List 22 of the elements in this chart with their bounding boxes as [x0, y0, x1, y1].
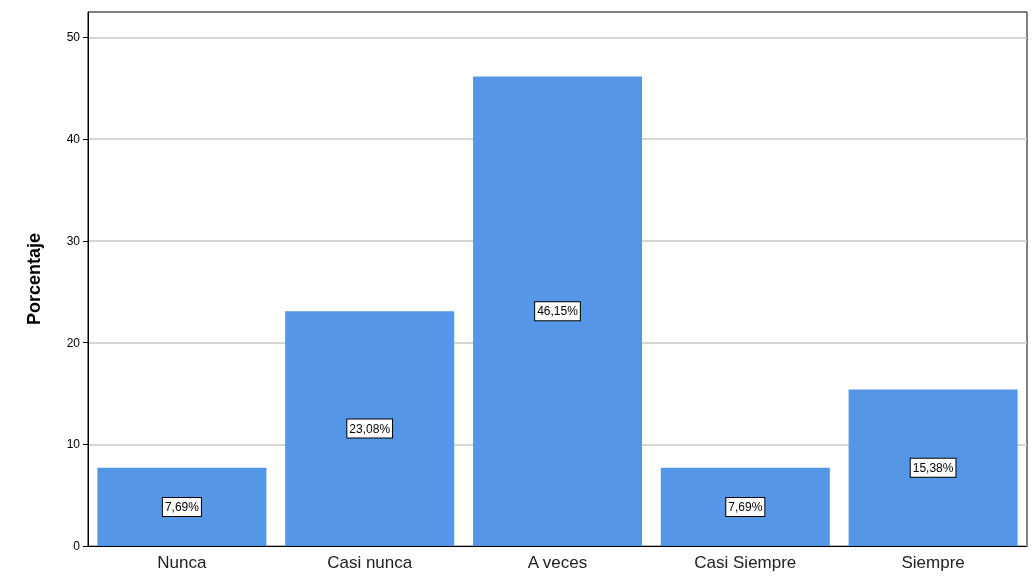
x-tick-label: A veces	[527, 553, 588, 572]
y-tick-label: 50	[66, 30, 81, 45]
data-label: 23,08%	[349, 421, 391, 436]
y-tick-label: 40	[66, 132, 81, 147]
x-tick-label: Casi nunca	[327, 553, 413, 572]
bar	[97, 467, 267, 546]
y-tick-label: 0	[73, 539, 81, 553]
bar	[285, 311, 455, 546]
x-tick-label: Nunca	[157, 553, 208, 572]
data-label: 7,69%	[164, 499, 200, 514]
data-label: 7,69%	[728, 499, 763, 514]
y-tick-label: 20	[66, 335, 81, 350]
data-label: 46,15%	[537, 304, 579, 319]
y-axis-title: Porcentaje	[24, 232, 44, 326]
x-tick-label: Casi Siempre	[694, 553, 797, 572]
y-tick-label: 30	[66, 233, 81, 248]
x-tick-label: Siempre	[901, 553, 965, 572]
bar	[660, 467, 830, 546]
bar	[472, 76, 643, 546]
bar	[848, 389, 1018, 546]
data-label: 15,38%	[912, 460, 954, 475]
y-tick-label: 10	[66, 437, 81, 452]
